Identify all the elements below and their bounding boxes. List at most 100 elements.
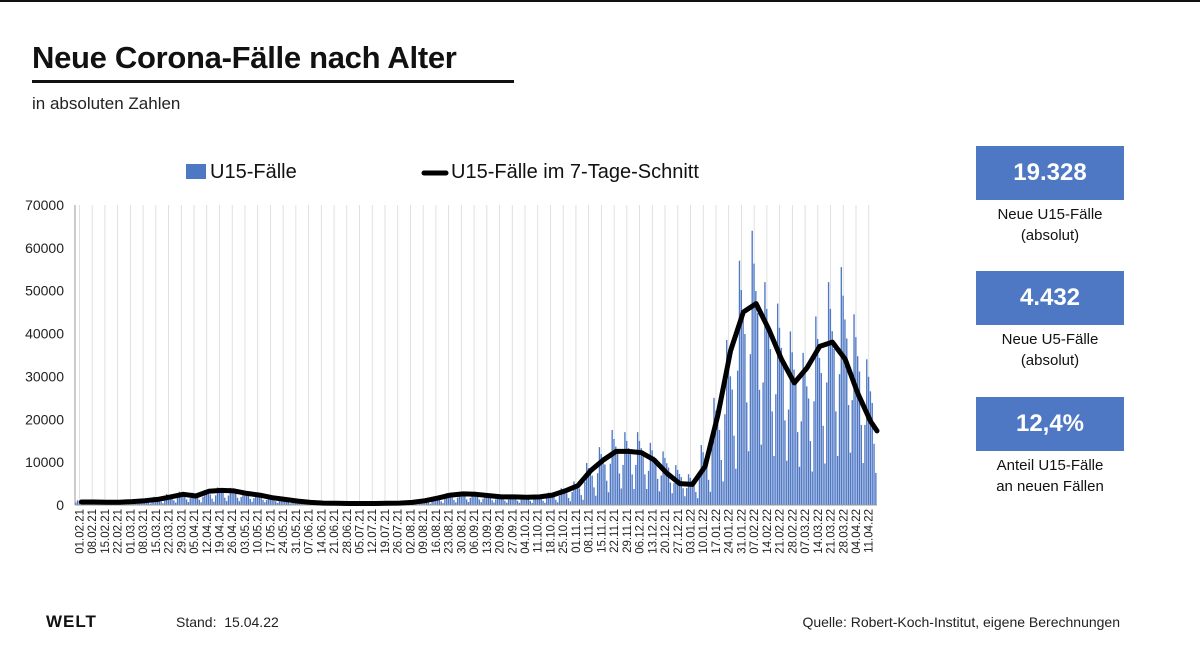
bar bbox=[291, 502, 293, 505]
bar bbox=[467, 502, 470, 505]
bar bbox=[205, 491, 208, 505]
bar bbox=[445, 493, 448, 505]
bar bbox=[687, 474, 690, 505]
x-tick-label: 01.03.21 bbox=[125, 509, 137, 554]
bar bbox=[476, 496, 479, 505]
bar bbox=[622, 464, 624, 505]
x-tick-label: 11.10.21 bbox=[533, 509, 545, 553]
bar bbox=[738, 260, 741, 505]
x-tick-label: 01.02.21 bbox=[74, 509, 86, 554]
bar bbox=[864, 424, 866, 505]
x-tick-label: 10.05.21 bbox=[253, 509, 265, 554]
bar bbox=[693, 483, 695, 505]
bar bbox=[558, 495, 561, 505]
x-tick-label: 07.06.21 bbox=[304, 509, 316, 554]
bar bbox=[873, 443, 875, 505]
bar bbox=[455, 502, 457, 505]
bar bbox=[715, 410, 717, 505]
bar bbox=[540, 497, 542, 505]
bar bbox=[284, 499, 286, 505]
x-tick-label: 14.06.21 bbox=[316, 509, 328, 554]
bar bbox=[726, 340, 728, 505]
bar-series bbox=[75, 230, 877, 505]
bar bbox=[709, 491, 712, 505]
bar bbox=[136, 503, 139, 505]
bar bbox=[627, 448, 630, 505]
bar bbox=[542, 500, 544, 505]
bar bbox=[200, 502, 202, 505]
bar bbox=[265, 500, 268, 505]
bar bbox=[215, 495, 217, 505]
bar bbox=[853, 314, 855, 505]
bar bbox=[647, 470, 650, 505]
bar bbox=[271, 497, 273, 505]
bar bbox=[553, 496, 555, 505]
bar bbox=[684, 496, 686, 505]
bar bbox=[500, 496, 502, 505]
top-rule bbox=[0, 0, 1200, 2]
bar bbox=[862, 463, 864, 505]
y-tick-label: 40000 bbox=[25, 326, 64, 342]
stand-date: Stand: 15.04.22 bbox=[176, 614, 279, 630]
bar bbox=[496, 494, 499, 505]
bar bbox=[209, 494, 211, 505]
bar bbox=[858, 371, 861, 505]
bar bbox=[236, 497, 239, 505]
bar bbox=[227, 495, 230, 505]
bar bbox=[536, 495, 539, 505]
bar bbox=[842, 295, 844, 505]
bar bbox=[651, 450, 653, 505]
bar bbox=[580, 495, 582, 505]
bar bbox=[818, 357, 821, 505]
bar bbox=[538, 496, 541, 505]
x-tick-label: 04.04.22 bbox=[851, 509, 863, 554]
bar bbox=[76, 500, 79, 505]
bar bbox=[786, 460, 788, 505]
x-tick-label: 24.01.22 bbox=[724, 509, 736, 554]
bar bbox=[822, 425, 824, 505]
x-tick-label: 01.11.21 bbox=[571, 509, 583, 553]
bar bbox=[478, 499, 481, 505]
bar bbox=[591, 475, 593, 505]
bar bbox=[776, 303, 779, 505]
bar bbox=[507, 499, 510, 505]
bar bbox=[733, 435, 735, 505]
bar bbox=[602, 459, 604, 505]
bar bbox=[704, 458, 706, 505]
bar bbox=[749, 354, 752, 505]
bar bbox=[518, 502, 521, 505]
bar bbox=[833, 349, 835, 505]
stat-label-u15: Neue U15-Fälle (absolut) bbox=[997, 206, 1103, 244]
bar bbox=[475, 494, 477, 505]
bar bbox=[198, 499, 201, 505]
bar bbox=[578, 488, 581, 505]
bar bbox=[535, 494, 537, 505]
bar bbox=[513, 497, 515, 505]
bar bbox=[720, 460, 722, 505]
bar bbox=[666, 463, 668, 505]
x-tick-labels: 01.02.21 08.02.21 15.02.21 22.02.21 01.03.21… bbox=[74, 509, 875, 554]
bar bbox=[795, 383, 797, 505]
bar bbox=[247, 494, 250, 505]
bar bbox=[527, 498, 530, 505]
bar bbox=[451, 496, 453, 505]
y-tick-labels: 0 10000 20000 30000 40000 50000 60000 70000 bbox=[25, 197, 64, 513]
bar bbox=[609, 463, 612, 505]
bar bbox=[860, 424, 862, 505]
bar bbox=[560, 488, 562, 505]
bar bbox=[471, 492, 473, 505]
bar bbox=[218, 489, 221, 505]
bar bbox=[436, 498, 439, 505]
bar bbox=[169, 496, 171, 505]
stand-value: 15.04.22 bbox=[224, 614, 279, 630]
bar bbox=[847, 405, 850, 505]
bar bbox=[724, 414, 726, 505]
bar bbox=[562, 490, 564, 505]
page-subtitle: in absoluten Zahlen bbox=[32, 94, 181, 113]
bar bbox=[611, 430, 613, 505]
bar bbox=[782, 364, 784, 505]
bar bbox=[564, 491, 566, 505]
bar bbox=[164, 498, 166, 505]
bar bbox=[658, 491, 661, 505]
bar bbox=[287, 501, 290, 505]
